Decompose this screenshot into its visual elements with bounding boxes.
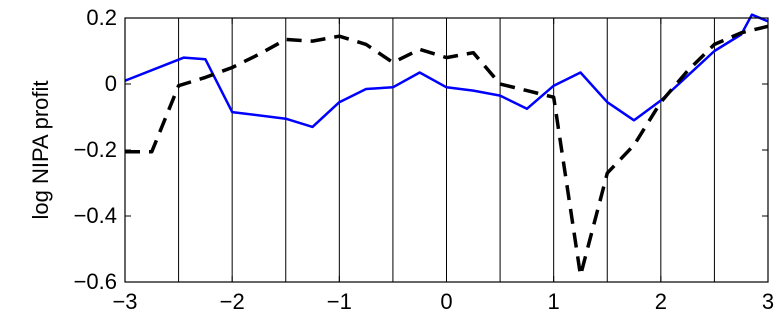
x-tick-label: 3 xyxy=(762,289,774,314)
y-tick-label: −0.6 xyxy=(74,269,117,294)
series-line-solid xyxy=(124,13,769,129)
y-axis-label: log NIPA profit xyxy=(28,81,53,220)
x-tick-label: −1 xyxy=(327,289,352,314)
y-tick-label: 0 xyxy=(105,71,117,96)
x-tick-label: 0 xyxy=(440,289,452,314)
x-tick-label: 1 xyxy=(548,289,560,314)
x-tick-label: −3 xyxy=(112,289,137,314)
y-tick-label: 0.2 xyxy=(86,5,117,30)
x-tick-label: −2 xyxy=(220,289,245,314)
y-tick-label: −0.4 xyxy=(74,203,117,228)
y-tick-label: −0.2 xyxy=(74,137,117,162)
series-line-dashed xyxy=(125,24,769,278)
x-tick-label: 2 xyxy=(655,289,667,314)
